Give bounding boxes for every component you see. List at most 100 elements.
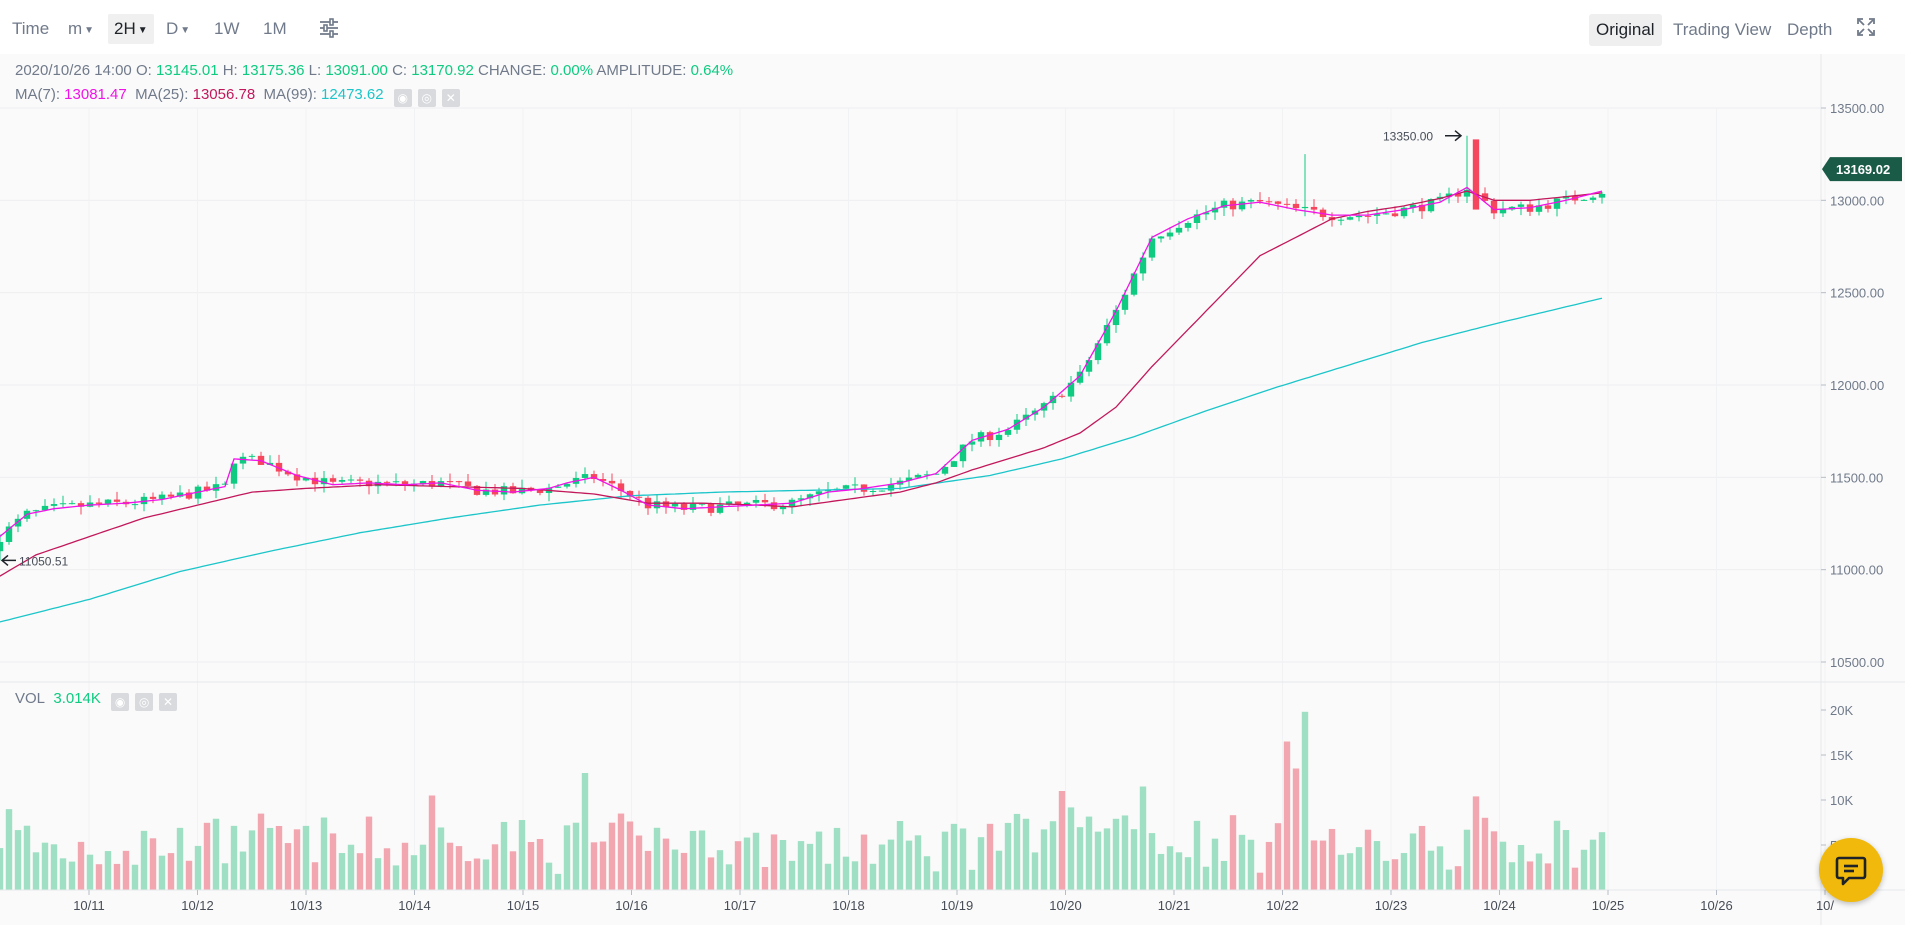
candle-body — [1121, 294, 1129, 310]
low-label: L: — [308, 62, 322, 79]
eye-icon[interactable]: ◉ — [111, 693, 130, 711]
volume-bar — [266, 827, 274, 890]
candle-body — [140, 496, 148, 505]
sliders-icon[interactable] — [318, 17, 340, 47]
volume-bar — [941, 831, 949, 890]
candle-body — [239, 456, 247, 464]
volume-bar — [743, 837, 751, 890]
candle-body — [1256, 200, 1264, 202]
week-button[interactable]: 1W — [214, 19, 240, 38]
candle-body — [221, 483, 229, 485]
expand-icon[interactable] — [1856, 17, 1876, 47]
ma25-label: MA(25): — [135, 86, 189, 103]
candle-body — [149, 496, 157, 499]
time-tick-label: 10/26 — [1700, 898, 1733, 913]
volume-bar — [1121, 815, 1129, 890]
eye-icon[interactable]: ◉ — [393, 89, 412, 107]
candle-body — [698, 503, 706, 505]
vol-value: 3.014K — [53, 690, 101, 707]
candle-body — [302, 477, 310, 481]
vol-legend: VOL 3.014K ◉ ◎ ✕ — [15, 690, 178, 711]
candle-body — [986, 432, 994, 441]
tab-original[interactable]: Original — [1589, 14, 1662, 46]
arrow-left-icon — [0, 554, 16, 567]
time-tick-label: 10/25 — [1592, 898, 1625, 913]
close-icon[interactable]: ✕ — [159, 693, 178, 711]
volume-bar — [1535, 853, 1543, 890]
candle-body — [752, 499, 760, 503]
ma7-value: 13081.47 — [64, 86, 127, 103]
volume-bar — [581, 773, 589, 890]
volume-bar — [68, 861, 76, 890]
candle-body — [320, 478, 328, 485]
tab-trading-view[interactable]: Trading View — [1673, 20, 1772, 39]
volume-bar — [545, 862, 553, 890]
candle-body — [851, 484, 859, 486]
ohlc-info: 2020/10/26 14:00 O: 13145.01 H: 13175.36… — [15, 62, 733, 79]
candle-body — [1544, 205, 1552, 209]
volume-bar — [95, 864, 103, 890]
volume-bar — [824, 863, 832, 890]
ma25-line — [0, 190, 1603, 577]
caret-down-icon: ▼ — [137, 25, 148, 36]
volume-bar — [50, 844, 58, 890]
candle-body — [167, 494, 175, 497]
volume-bar — [347, 844, 355, 890]
month-button[interactable]: 1M — [263, 19, 287, 38]
candle-body — [464, 481, 472, 486]
chat-support-button[interactable] — [1819, 838, 1883, 902]
candle-body — [1157, 236, 1165, 239]
candle-body — [1247, 200, 1255, 202]
candle-body — [923, 474, 931, 476]
time-interval-button[interactable]: Time — [12, 19, 50, 38]
hours-dropdown[interactable]: 2H ▼ — [108, 14, 154, 44]
settings-icon[interactable]: ◎ — [135, 693, 154, 711]
tab-depth[interactable]: Depth — [1787, 20, 1833, 39]
volume-bar — [401, 842, 409, 890]
high-marker-label: 13350.00 — [1383, 130, 1433, 144]
candle-body — [914, 474, 922, 478]
volume-bar — [590, 842, 598, 890]
chart-area[interactable] — [0, 54, 1905, 925]
candle-body — [383, 481, 391, 483]
volume-bar — [599, 841, 607, 890]
volume-bar — [1220, 860, 1228, 890]
candle-body — [347, 479, 355, 481]
close-value: 13170.92 — [411, 62, 474, 79]
volume-bar — [1058, 791, 1066, 890]
volume-bar — [626, 821, 634, 890]
candle-body — [1454, 193, 1462, 197]
candle-body — [185, 492, 193, 499]
volume-bar — [770, 834, 778, 890]
candle-body — [941, 466, 949, 474]
volume-bar — [86, 854, 94, 890]
settings-icon[interactable]: ◎ — [417, 89, 436, 107]
volume-bar — [1382, 860, 1390, 890]
volume-bar — [329, 833, 337, 890]
minutes-dropdown[interactable]: m ▼ — [68, 14, 94, 44]
open-value: 13145.01 — [155, 62, 219, 79]
candle-body — [203, 486, 211, 491]
volume-bar — [806, 843, 814, 890]
volume-bar — [257, 813, 265, 890]
chat-bubble-icon — [1835, 856, 1867, 886]
candle-body — [68, 503, 76, 505]
candle-body — [878, 490, 886, 492]
candle-body — [554, 486, 562, 488]
candle-body — [581, 474, 589, 478]
candlestick-chart[interactable]: 13500.00 13000.00 12500.00 12000.00 11500.00… — [0, 54, 1905, 925]
volume-bar — [1409, 833, 1417, 890]
candle-body — [1175, 227, 1183, 233]
volume-bar — [1004, 822, 1012, 890]
volume-bar — [1211, 838, 1219, 890]
caret-down-icon: ▼ — [84, 25, 95, 36]
candle-body — [5, 526, 13, 542]
candle-body — [59, 503, 67, 505]
day-dropdown[interactable]: D ▼ — [166, 14, 190, 44]
volume-bar — [167, 853, 175, 890]
volume-bar — [284, 843, 292, 890]
close-icon[interactable]: ✕ — [441, 89, 460, 107]
volume-bar — [1193, 820, 1201, 890]
amplitude-value: 0.64% — [690, 62, 734, 79]
candle-body — [1535, 205, 1543, 212]
